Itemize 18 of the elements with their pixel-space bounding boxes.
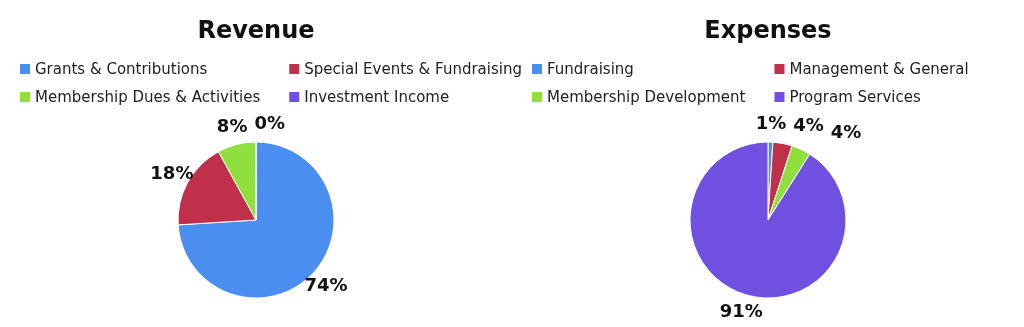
chart-title: Revenue xyxy=(197,16,315,44)
text: 0% xyxy=(254,112,285,133)
legend-label: Fundraising xyxy=(547,60,634,78)
data-label: 4% xyxy=(793,113,824,135)
legend-label: Membership Dues & Activities xyxy=(35,88,261,106)
data-label: 8% xyxy=(216,115,248,137)
data-label: 4% xyxy=(830,121,862,143)
data-label: 1% xyxy=(755,112,787,134)
legend-label: Membership Development xyxy=(547,88,746,106)
chart-title: Expenses xyxy=(704,16,832,44)
data-label: 91% xyxy=(719,300,763,322)
data-label: 18% xyxy=(150,161,194,183)
legend-label: Special Events & Fundraising xyxy=(304,60,522,78)
legend-label: Program Services xyxy=(789,88,921,106)
data-label: 74% xyxy=(304,273,348,295)
legend-label: Management & General xyxy=(789,60,969,78)
legend-label: Grants & Contributions xyxy=(35,60,208,78)
legend-label: Investment Income xyxy=(304,88,450,106)
